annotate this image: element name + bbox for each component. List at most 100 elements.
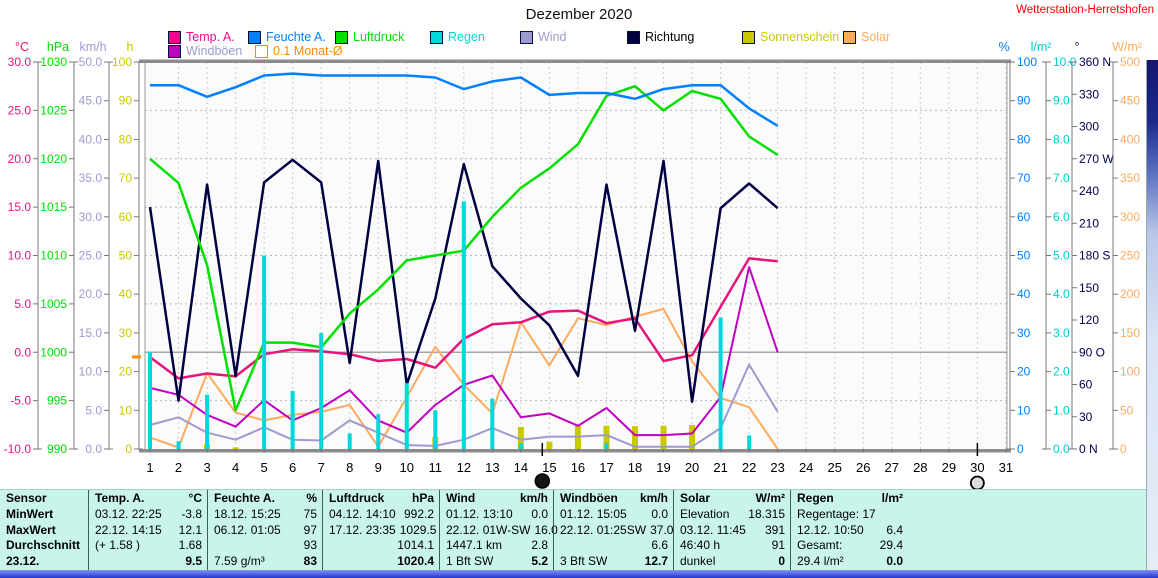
row-label: Sensor bbox=[6, 491, 47, 505]
axis-tick-label: 1010 bbox=[40, 249, 67, 263]
cell-text: 22.12. 01:25SW bbox=[560, 522, 647, 537]
col-header: Luftdruck bbox=[329, 491, 385, 505]
weather-chart: °C30.025.020.015.010.05.00.0-5.0-10.0hPa… bbox=[4, 40, 1142, 489]
cell-value: 83 bbox=[303, 554, 317, 569]
axis-tick-label: 270 W bbox=[1079, 152, 1114, 166]
axis-tick-label: 5.0 bbox=[85, 403, 102, 417]
axis-unit-h: h bbox=[127, 40, 134, 54]
axis-tick-label: 40.0 bbox=[79, 132, 103, 146]
axis-tick-label: 20.0 bbox=[79, 287, 103, 301]
cell-value: 391 bbox=[764, 522, 785, 537]
legend-item-luftdruck: Luftdruck bbox=[335, 30, 404, 44]
axis-tick-label: 150 bbox=[1120, 326, 1140, 340]
summary-col-windb-en: Windböen km/h 01.12. 15:05 0.0 22.12. 01:25S… bbox=[553, 490, 673, 571]
col-header: Windböen bbox=[560, 491, 618, 505]
row-label: 23.12. bbox=[6, 554, 40, 569]
col-unit: W/m² bbox=[755, 491, 785, 505]
cell-text: 01.12. 13:10 bbox=[446, 506, 513, 521]
cell-text: 46:40 h bbox=[680, 538, 721, 553]
axis-unit-lm2: l/m² bbox=[1031, 40, 1052, 54]
axis-tick-label: 0.0 bbox=[85, 442, 102, 456]
axis-tick-label: 0 bbox=[1017, 442, 1024, 456]
axis-tick-label: 0.0 bbox=[1053, 442, 1070, 456]
axis-tick-label: 60 bbox=[1017, 210, 1031, 224]
axis-tick-label: 180 S bbox=[1079, 249, 1110, 263]
axis-tick-label: 0 bbox=[125, 442, 132, 456]
x-day-label: 10 bbox=[400, 460, 414, 475]
axis-tick-label: 90 bbox=[119, 94, 133, 108]
col-header: Wind bbox=[446, 491, 476, 505]
col-header: Temp. A. bbox=[95, 491, 145, 505]
legend-swatch-windb-en bbox=[168, 44, 181, 58]
row-label: Durchschnitt bbox=[6, 538, 81, 553]
cell-text: 7.59 g/m³ bbox=[214, 554, 265, 569]
legend-item-feuchte-a: Feuchte A. bbox=[248, 30, 326, 44]
axis-tick-label: 0 N bbox=[1079, 442, 1098, 456]
axis-tick-label: 3.0 bbox=[1053, 326, 1070, 340]
cell-text: (+ 1.58 ) bbox=[95, 538, 141, 553]
legend-swatch-0-1-monat bbox=[255, 44, 268, 58]
axis-tick-label: 6.0 bbox=[1053, 210, 1070, 224]
axis-tick-label: 10 bbox=[119, 403, 133, 417]
legend-label: Regen bbox=[448, 30, 485, 44]
cell-value: 992.2 bbox=[403, 506, 434, 521]
cell-value: 16.0 bbox=[534, 522, 558, 537]
cell-text: Elevation bbox=[680, 506, 730, 521]
legend-label: Wind bbox=[538, 30, 567, 44]
cell-text: 12.12. 10:50 bbox=[797, 522, 864, 537]
x-day-label: 20 bbox=[685, 460, 699, 475]
bars-regen bbox=[148, 201, 752, 449]
axis-tick-label: 50 bbox=[119, 249, 133, 263]
axis-tick-label: 7.0 bbox=[1053, 171, 1070, 185]
cell-value: 12.1 bbox=[178, 522, 202, 537]
legend-swatch-wind bbox=[520, 30, 533, 44]
cell-text: 22.12. 14:15 bbox=[95, 522, 162, 537]
cell-text: 03.12. 11:45 bbox=[680, 522, 746, 537]
axis-tick-label: 1.0 bbox=[1053, 403, 1070, 417]
axis-unit-hpa: hPa bbox=[47, 40, 69, 54]
cell-value: 2.8 bbox=[531, 538, 548, 553]
axis-unit-wm2: W/m² bbox=[1112, 40, 1142, 54]
legend-item-windb-en: Windböen bbox=[168, 44, 242, 58]
col-unit: °C bbox=[188, 491, 202, 505]
axis-tick-label: 100 bbox=[112, 55, 132, 69]
axis-tick-label: 30 bbox=[1017, 326, 1031, 340]
summary-table: Sensor MinWert MaxWert Durchschnitt 23.12. Te… bbox=[0, 489, 1146, 571]
cell-value: 91 bbox=[771, 538, 785, 553]
frame-bottom bbox=[139, 449, 1011, 453]
legend-label: Richtung bbox=[645, 30, 695, 44]
x-day-label: 25 bbox=[827, 460, 841, 475]
axis-tick-label: 1015 bbox=[40, 200, 67, 214]
axis-tick-label: 210 bbox=[1079, 216, 1099, 230]
legend-swatch-luftdruck bbox=[335, 30, 348, 44]
axis-tick-label: 20.0 bbox=[8, 152, 32, 166]
cell-text: 03.12. 22:25 bbox=[95, 506, 162, 521]
axis-tick-label: 300 bbox=[1120, 210, 1140, 224]
legend-label: 0.1 Monat-Ø bbox=[273, 44, 343, 58]
cell-value: 5.2 bbox=[531, 554, 548, 569]
x-day-label: 4 bbox=[232, 460, 239, 475]
cell-value: 9.5 bbox=[185, 554, 202, 569]
x-day-label: 28 bbox=[913, 460, 927, 475]
legend-label: Feuchte A. bbox=[266, 30, 326, 44]
cell-text: 1447.1 km bbox=[446, 538, 503, 553]
x-day-label: 3 bbox=[203, 460, 210, 475]
cell-text: Gesamt: bbox=[797, 538, 843, 553]
axis-tick-label: 40 bbox=[119, 287, 133, 301]
legend-item-0-1-monat: 0.1 Monat-Ø bbox=[255, 44, 342, 58]
cell-value: 29.4 bbox=[879, 538, 903, 553]
x-day-label: 15 bbox=[542, 460, 556, 475]
axis-tick-label: 1005 bbox=[40, 297, 67, 311]
legend-item-temp-a: Temp. A. bbox=[168, 30, 235, 44]
axis-tick-label: 90 bbox=[1017, 94, 1031, 108]
axis-tick-label: 120 bbox=[1079, 313, 1099, 327]
legend-swatch-sonnenschein bbox=[742, 30, 755, 44]
axis-tick-label: 70 bbox=[1017, 171, 1031, 185]
summary-col-wind: Wind km/h 01.12. 13:10 0.0 22.12. 01W-SW 16.0… bbox=[439, 490, 558, 571]
axis-tick-label: 35.0 bbox=[79, 171, 103, 185]
window-bottom-edge bbox=[0, 570, 1158, 578]
x-day-label: 16 bbox=[571, 460, 585, 475]
axis-tick-label: 8.0 bbox=[1053, 132, 1070, 146]
col-unit: km/h bbox=[639, 491, 668, 505]
